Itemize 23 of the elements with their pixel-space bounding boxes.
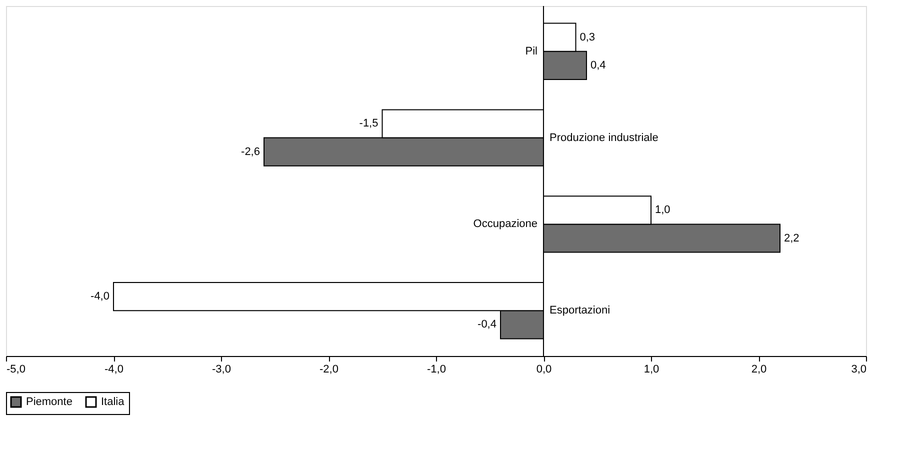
data-label: 0,4 [590, 59, 606, 72]
x-tick-label: 3,0 [851, 364, 866, 376]
x-tick-label: 1,0 [644, 364, 660, 376]
data-label: -2,6 [241, 146, 260, 158]
data-label: -4,0 [90, 290, 110, 303]
x-tick-label: -2,0 [320, 364, 338, 376]
x-tick-label: -4,0 [104, 364, 124, 376]
y-tick-label: Produzione industriale [550, 132, 658, 144]
legend-label: Piemonte [26, 396, 72, 408]
data-label: 2,2 [784, 232, 800, 244]
y-tick-label: Esportazioni [550, 304, 610, 317]
data-label: 1,0 [655, 204, 670, 216]
y-tick-label: Occupazione [473, 218, 538, 230]
x-tick-label: -1,0 [427, 364, 446, 376]
x-tick-label: -3,0 [212, 364, 231, 376]
y-tick-label: Pil [525, 45, 538, 58]
data-label: -0,4 [478, 318, 496, 331]
x-tick-label: 0,0 [536, 364, 552, 376]
legend-label: Italia [101, 396, 126, 408]
data-label: -1,5 [359, 118, 378, 130]
data-label: 0,3 [580, 31, 596, 44]
x-tick-label: 2,0 [751, 364, 767, 376]
x-tick-label: -5,0 [6, 364, 26, 376]
